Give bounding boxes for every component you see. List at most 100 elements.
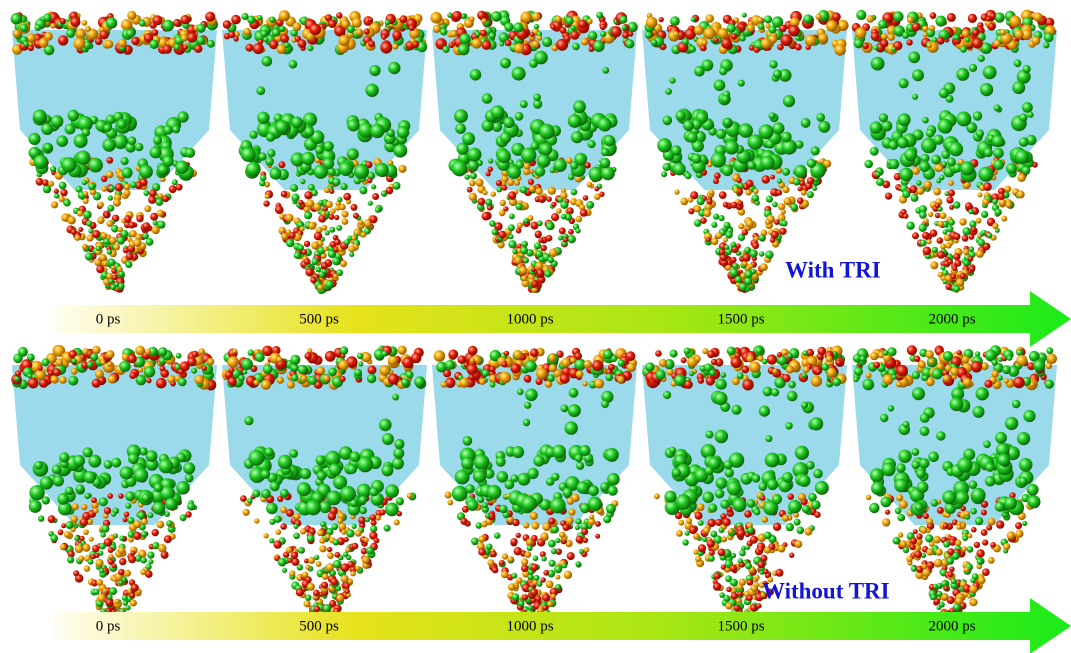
atom	[297, 244, 304, 251]
atom	[723, 238, 728, 243]
snapshot-panel	[430, 10, 638, 293]
atom	[310, 24, 322, 36]
atom	[951, 274, 957, 280]
atom	[61, 157, 76, 172]
atom	[68, 376, 78, 386]
atom	[118, 39, 127, 48]
atom	[567, 552, 575, 560]
atom	[241, 147, 256, 162]
atom	[955, 597, 963, 605]
atom	[1022, 102, 1033, 113]
atom	[150, 146, 162, 158]
atom	[339, 523, 347, 531]
atom	[454, 109, 468, 123]
atom	[329, 189, 334, 194]
atom	[730, 242, 736, 248]
atom	[709, 369, 716, 376]
atom	[353, 213, 359, 219]
atom	[626, 351, 636, 361]
atom	[786, 523, 794, 531]
atom	[726, 587, 732, 593]
atom	[38, 515, 44, 521]
atom	[542, 605, 548, 611]
atom	[269, 17, 275, 23]
atom	[192, 351, 199, 358]
atom	[546, 222, 554, 230]
atom	[501, 571, 508, 578]
atom	[340, 260, 347, 267]
atom	[375, 163, 389, 177]
atom	[374, 538, 380, 544]
time-label: 1500 ps	[717, 311, 764, 327]
atom	[277, 44, 287, 54]
atom	[59, 452, 69, 462]
atom	[704, 27, 716, 39]
atom	[962, 227, 970, 235]
atom	[964, 567, 970, 573]
atom	[496, 457, 506, 467]
atom	[657, 138, 672, 153]
atom	[546, 581, 554, 589]
atom	[358, 220, 363, 225]
atom	[711, 222, 717, 228]
atom	[981, 529, 988, 536]
atom	[535, 596, 541, 602]
atom	[563, 237, 569, 243]
atom	[514, 180, 520, 186]
atom	[937, 591, 943, 597]
atom	[584, 547, 589, 552]
atom	[313, 590, 320, 597]
atom	[293, 524, 298, 529]
atom	[260, 30, 267, 37]
atom	[489, 32, 496, 39]
atom	[767, 354, 777, 364]
atom	[568, 404, 581, 417]
atom	[766, 196, 773, 203]
atom	[601, 400, 609, 408]
atom	[802, 505, 810, 513]
atom	[162, 195, 169, 202]
atom	[467, 500, 478, 511]
atom	[124, 570, 131, 577]
atom	[962, 356, 970, 364]
atom	[787, 391, 798, 402]
atom	[359, 496, 367, 504]
atom	[64, 531, 71, 538]
atom	[937, 251, 945, 259]
atom	[322, 269, 327, 274]
atom	[988, 518, 996, 526]
atom	[754, 47, 760, 53]
atom	[95, 370, 104, 379]
atom	[1007, 356, 1012, 361]
timeline-arrow	[55, 291, 1071, 347]
atom	[511, 573, 517, 579]
atom	[794, 540, 802, 548]
atom	[759, 406, 770, 417]
atom	[908, 51, 920, 63]
atom	[912, 94, 918, 100]
atom	[119, 361, 130, 372]
atom	[537, 220, 543, 226]
atom	[358, 361, 363, 366]
atom	[144, 366, 155, 377]
atom	[562, 563, 567, 568]
atom	[164, 535, 172, 543]
atom	[174, 44, 180, 50]
atom	[568, 229, 574, 235]
atom	[368, 366, 377, 375]
atom	[131, 37, 139, 45]
atom	[532, 12, 541, 21]
atom	[782, 374, 790, 382]
atom	[55, 358, 63, 366]
atom	[774, 219, 780, 225]
atom	[482, 40, 492, 50]
atom	[703, 527, 710, 534]
atom	[483, 190, 488, 195]
atom	[945, 284, 952, 291]
atom	[187, 503, 195, 511]
atom	[43, 13, 51, 21]
atom	[452, 486, 468, 502]
atom	[544, 270, 552, 278]
atom	[555, 575, 560, 580]
atom	[487, 485, 502, 500]
